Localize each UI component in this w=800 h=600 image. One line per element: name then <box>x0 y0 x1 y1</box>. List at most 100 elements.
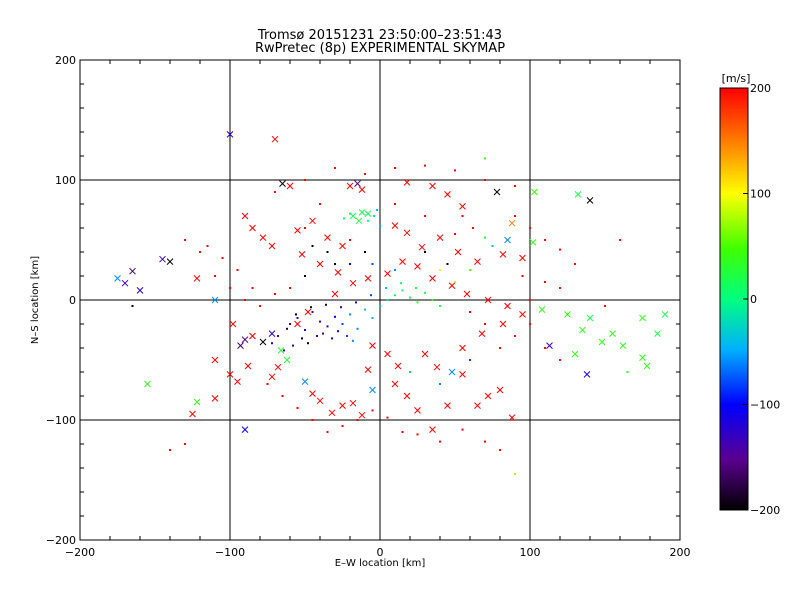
dot-point <box>277 335 279 337</box>
cross-point <box>384 270 391 277</box>
dot-point <box>521 275 524 277</box>
x-tick-label: 100 <box>520 546 541 559</box>
dot-point <box>604 305 606 307</box>
cross-point <box>519 254 526 262</box>
dot-point <box>346 335 348 337</box>
cross-point <box>249 332 256 340</box>
dot-point <box>364 173 366 175</box>
dot-point <box>311 419 314 421</box>
cross-point <box>484 296 492 304</box>
cross-point <box>519 311 526 318</box>
cross-point <box>478 330 486 337</box>
dot-point <box>484 440 486 443</box>
colorbar-label: [m/s] <box>722 72 751 85</box>
dot-point <box>544 239 546 241</box>
dot-point <box>469 311 471 313</box>
dot-point <box>206 245 209 247</box>
dot-point <box>271 342 273 345</box>
dot-point <box>326 431 329 433</box>
cross-point <box>459 203 466 210</box>
dot-point <box>394 203 396 205</box>
dot-point <box>373 215 375 217</box>
dot-point <box>371 263 374 265</box>
dot-point <box>340 306 342 309</box>
cross-point <box>316 260 324 268</box>
dot-point <box>355 301 357 304</box>
cross-point <box>259 234 267 241</box>
cross-point <box>418 243 426 251</box>
cross-point <box>304 308 312 316</box>
dot-point <box>307 342 309 345</box>
cross-point <box>226 371 234 378</box>
cross-point <box>121 279 129 287</box>
axis-ticks: −200 −100 0 100 200 −200 −100 0 100 200 <box>46 54 691 559</box>
dot-point <box>370 294 372 297</box>
y-tick-label: 200 <box>55 54 76 67</box>
dot-point <box>322 332 324 335</box>
dot-point <box>544 281 546 283</box>
cross-point <box>436 234 444 241</box>
colorbar-tick-label: −100 <box>750 399 780 412</box>
cross-point <box>268 373 276 381</box>
dot-point <box>431 299 434 301</box>
dot-point <box>461 215 464 217</box>
cross-point <box>324 234 331 241</box>
cross-point <box>193 275 201 282</box>
dot-point <box>416 301 419 304</box>
cross-point <box>586 314 594 322</box>
cross-point <box>661 311 669 318</box>
cross-point <box>234 378 241 385</box>
cross-point <box>189 410 196 418</box>
cross-point <box>268 330 276 337</box>
dot-point <box>379 305 381 307</box>
dot-point <box>304 275 306 277</box>
dot-point <box>131 305 134 307</box>
cross-point <box>294 320 301 328</box>
cross-point <box>493 188 501 196</box>
cross-point <box>114 275 121 282</box>
dot-point <box>394 269 396 271</box>
cross-point <box>211 296 219 304</box>
cross-point <box>391 380 399 388</box>
dot-point <box>286 327 288 330</box>
cross-point <box>499 320 507 328</box>
cross-point <box>508 219 516 227</box>
dot-point <box>371 409 374 412</box>
dot-point <box>296 317 299 319</box>
cross-point <box>444 191 451 198</box>
cross-point <box>546 342 553 349</box>
dot-point <box>371 317 374 319</box>
cross-point <box>429 182 436 190</box>
cross-point <box>414 263 421 270</box>
dot-point <box>424 291 426 294</box>
cross-point <box>274 363 282 371</box>
dot-point <box>529 323 531 325</box>
dot-point <box>331 337 333 340</box>
dot-point <box>424 251 426 253</box>
dot-point <box>349 239 351 241</box>
cross-point <box>508 414 516 421</box>
x-tick-label: −200 <box>65 546 95 559</box>
dot-point <box>281 395 284 397</box>
cross-point <box>241 426 249 433</box>
colorbar-tick-label: 200 <box>750 82 771 95</box>
cross-point <box>499 251 507 258</box>
dot-point <box>304 227 306 229</box>
dot-point <box>484 236 486 239</box>
dot-point <box>326 325 329 328</box>
dot-point <box>229 287 231 289</box>
dot-point <box>292 344 294 347</box>
colorbar-ticks: 200 100 0 −100 −200 <box>743 82 780 517</box>
cross-point <box>399 258 406 265</box>
dot-point <box>454 169 456 172</box>
cross-point <box>654 330 661 337</box>
dot-point <box>274 191 276 193</box>
dot-point <box>266 383 269 385</box>
y-tick-label: −100 <box>46 414 76 427</box>
dot-point <box>319 203 321 205</box>
dot-point <box>559 248 561 251</box>
cross-point <box>244 362 252 370</box>
dot-point <box>356 419 359 421</box>
grid-lines <box>80 60 680 540</box>
cross-point <box>259 338 267 346</box>
